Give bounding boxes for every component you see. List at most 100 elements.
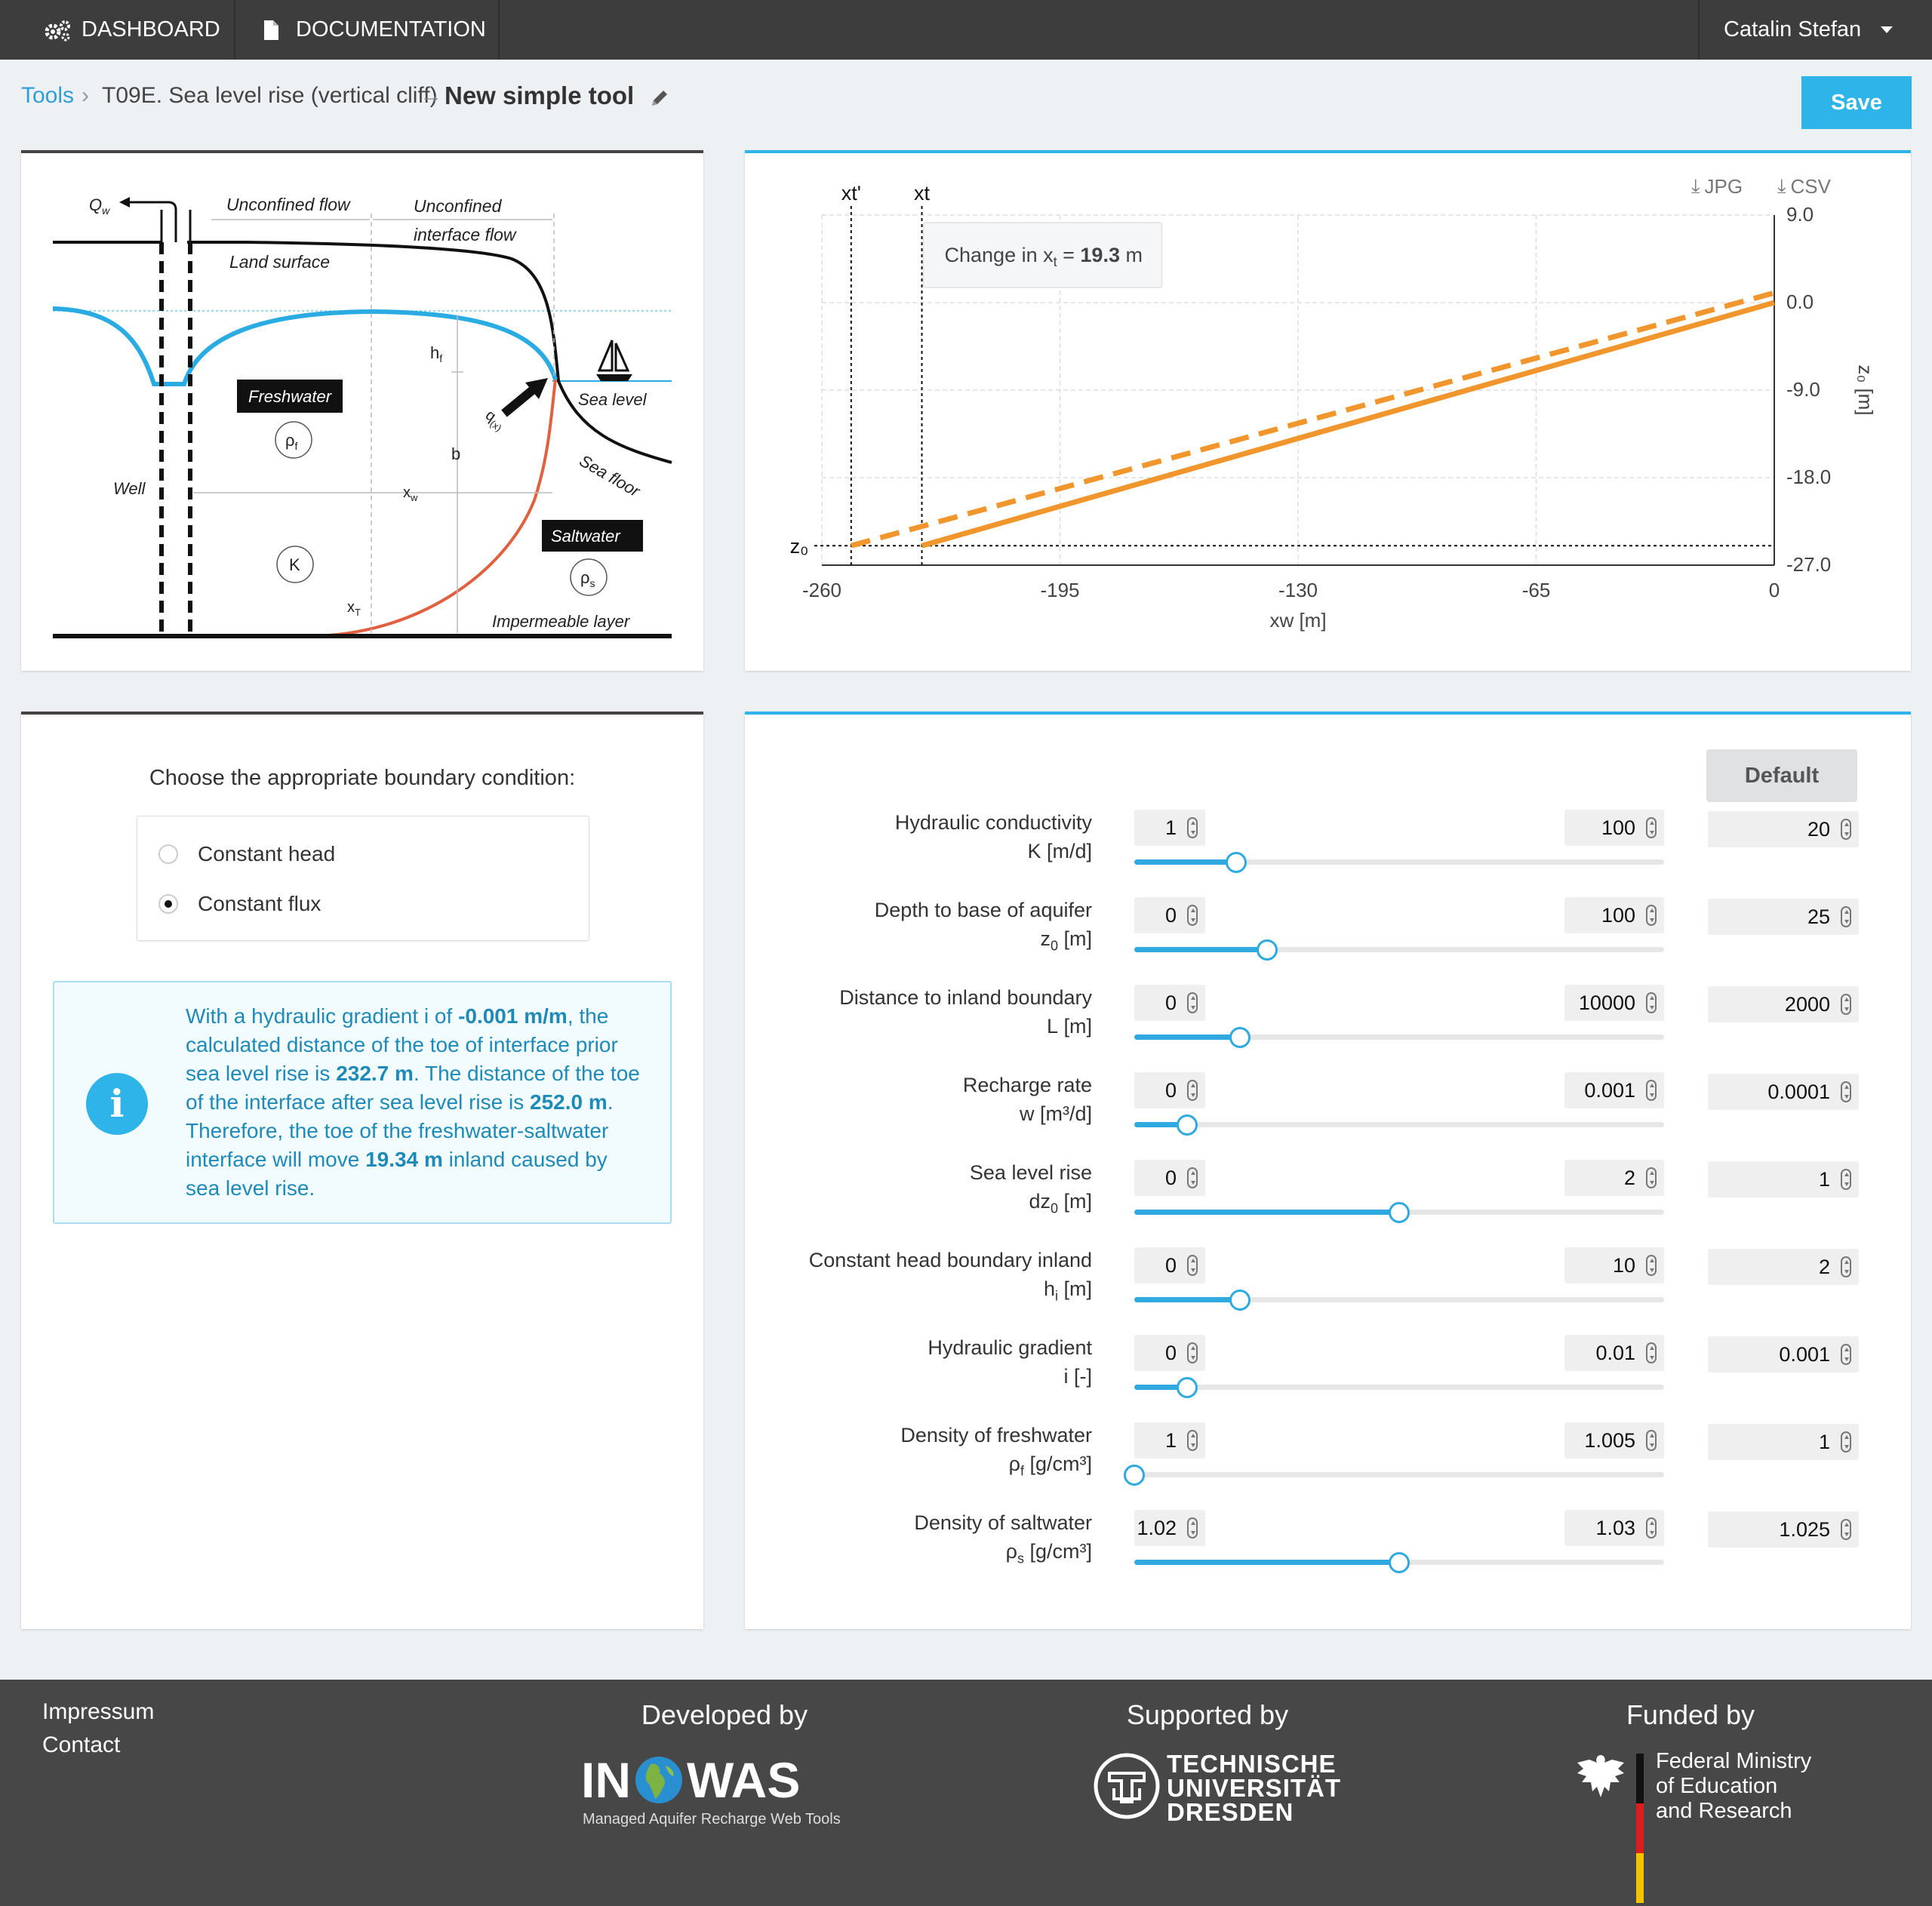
download-jpg-button[interactable]: ⤓ JPG (1691, 174, 1743, 198)
param-min-input[interactable]: 0 (1134, 985, 1205, 1021)
download-csv-button[interactable]: ⤓ CSV (1777, 174, 1831, 198)
param-min-input[interactable]: 1 (1134, 1422, 1205, 1459)
flag-stripe-red (1636, 1803, 1644, 1853)
param-slider[interactable] (1134, 852, 1664, 873)
spinner-icon[interactable] (1841, 1169, 1851, 1190)
nav-divider (498, 0, 500, 60)
spinner-icon[interactable] (1187, 1430, 1198, 1451)
slider-handle[interactable] (1124, 1465, 1145, 1486)
param-min-input[interactable]: 0 (1134, 1072, 1205, 1108)
radio-unchecked[interactable] (158, 844, 178, 864)
save-button[interactable]: Save (1801, 76, 1912, 129)
spinner-icon[interactable] (1187, 1080, 1198, 1101)
param-slider[interactable] (1134, 1027, 1664, 1048)
param-min-input[interactable]: 0 (1134, 1160, 1205, 1196)
spinner-icon[interactable] (1646, 1255, 1657, 1276)
spinner-icon[interactable] (1646, 1167, 1657, 1188)
option-constant-head[interactable]: Constant head (158, 842, 335, 866)
spinner-icon[interactable] (1646, 992, 1657, 1013)
spinner-icon[interactable] (1841, 906, 1851, 927)
param-min-input[interactable]: 0 (1134, 897, 1205, 933)
param-slider[interactable] (1124, 1465, 1664, 1486)
spinner-icon[interactable] (1646, 905, 1657, 926)
slider-handle[interactable] (1389, 1202, 1410, 1223)
spinner-icon[interactable] (1187, 817, 1198, 838)
user-menu[interactable]: Catalin Stefan (1724, 0, 1894, 60)
param-value-input[interactable]: 0.001 (1708, 1336, 1859, 1373)
param-slider[interactable] (1134, 1290, 1664, 1311)
sea-level-chart: -260 -195 -130 -65 0 9.0 0.0 -9.0 -18.0 -27.0 xw [… (790, 182, 1877, 632)
param-value-input[interactable]: 2 (1708, 1249, 1859, 1285)
contact-link[interactable]: Contact (42, 1732, 121, 1757)
dashboard-nav-item[interactable]: DASHBOARD (44, 0, 220, 60)
spinner-icon[interactable] (1841, 994, 1851, 1015)
option-constant-flux[interactable]: Constant flux (158, 892, 321, 916)
param-value-input[interactable]: 25 (1708, 899, 1859, 935)
slider-handle[interactable] (1225, 852, 1247, 873)
nav-divider (1698, 0, 1700, 60)
spinner-icon[interactable] (1841, 1431, 1851, 1453)
param-slider[interactable] (1134, 1114, 1664, 1136)
param-label: Depth to base of aquifer z0 [m] (874, 899, 1092, 954)
param-value-input[interactable]: 20 (1708, 811, 1859, 847)
param-value-input[interactable]: 1 (1708, 1161, 1859, 1197)
spinner-icon[interactable] (1841, 1081, 1851, 1102)
top-nav-bar: DASHBOARD DOCUMENTATION Catalin Stefan (0, 0, 1932, 60)
param-max-input[interactable]: 1.005 (1564, 1422, 1664, 1459)
spinner-icon[interactable] (1841, 1344, 1851, 1365)
param-max-input[interactable]: 10 (1564, 1247, 1664, 1283)
spinner-icon[interactable] (1646, 1080, 1657, 1101)
documentation-nav-item[interactable]: DOCUMENTATION (263, 0, 486, 60)
default-button[interactable]: Default (1706, 749, 1857, 802)
param-max-input[interactable]: 0.01 (1564, 1335, 1664, 1371)
slider-handle[interactable] (1256, 939, 1278, 961)
param-value-input[interactable]: 1.025 (1708, 1511, 1859, 1548)
param-min-input[interactable]: 1.02 (1134, 1510, 1205, 1546)
spinner-icon[interactable] (1646, 817, 1657, 838)
param-max-input[interactable]: 1.03 (1564, 1510, 1664, 1546)
slider-handle[interactable] (1229, 1290, 1251, 1311)
inowas-tagline: Managed Aquifer Recharge Web Tools (583, 1811, 841, 1828)
slider-handle[interactable] (1389, 1552, 1410, 1573)
param-slider[interactable] (1134, 939, 1664, 961)
spinner-icon[interactable] (1841, 1519, 1851, 1540)
radio-checked[interactable] (158, 894, 178, 914)
slider-fill (1134, 1385, 1188, 1390)
spinner-icon[interactable] (1646, 1430, 1657, 1451)
param-max-input[interactable]: 0.001 (1564, 1072, 1664, 1108)
param-max-input[interactable]: 2 (1564, 1160, 1664, 1196)
x-axis-label: xw [m] (1269, 609, 1326, 632)
inowas-logo[interactable]: IN WAS (581, 1752, 801, 1808)
param-value-input[interactable]: 2000 (1708, 986, 1859, 1022)
spinner-icon[interactable] (1646, 1517, 1657, 1539)
slider-handle[interactable] (1229, 1027, 1251, 1048)
param-max-input[interactable]: 10000 (1564, 985, 1664, 1021)
spinner-icon[interactable] (1841, 1256, 1851, 1277)
tu-dresden-logo-icon[interactable] (1093, 1752, 1161, 1820)
breadcrumb-tools-link[interactable]: Tools (21, 83, 75, 108)
param-min-input[interactable]: 0 (1134, 1335, 1205, 1371)
param-max-input[interactable]: 100 (1564, 897, 1664, 933)
breadcrumb-tool[interactable]: T09E. Sea level rise (vertical cliff) (102, 83, 438, 108)
param-max-input[interactable]: 100 (1564, 810, 1664, 846)
slider-handle[interactable] (1177, 1114, 1198, 1136)
pencil-icon[interactable] (649, 88, 670, 109)
param-value-input[interactable]: 1 (1708, 1424, 1859, 1460)
param-slider[interactable] (1134, 1202, 1664, 1223)
param-min-input[interactable]: 1 (1134, 810, 1205, 846)
spinner-icon[interactable] (1187, 992, 1198, 1013)
param-min-input[interactable]: 0 (1134, 1247, 1205, 1283)
spinner-icon[interactable] (1187, 1167, 1198, 1188)
y-tick-label: -18.0 (1786, 466, 1831, 488)
spinner-icon[interactable] (1646, 1342, 1657, 1363)
spinner-icon[interactable] (1841, 819, 1851, 840)
spinner-icon[interactable] (1187, 1255, 1198, 1276)
spinner-icon[interactable] (1187, 905, 1198, 926)
spinner-icon[interactable] (1187, 1517, 1198, 1539)
spinner-icon[interactable] (1187, 1342, 1198, 1363)
slider-handle[interactable] (1177, 1377, 1198, 1398)
param-slider[interactable] (1134, 1552, 1664, 1573)
param-value-input[interactable]: 0.0001 (1708, 1074, 1859, 1110)
impressum-link[interactable]: Impressum (42, 1699, 155, 1724)
param-slider[interactable] (1134, 1377, 1664, 1398)
